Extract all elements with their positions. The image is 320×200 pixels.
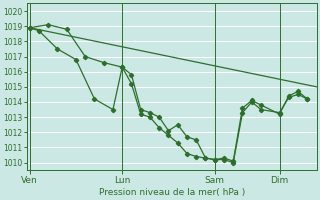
X-axis label: Pression niveau de la mer( hPa ): Pression niveau de la mer( hPa ) xyxy=(99,188,245,197)
